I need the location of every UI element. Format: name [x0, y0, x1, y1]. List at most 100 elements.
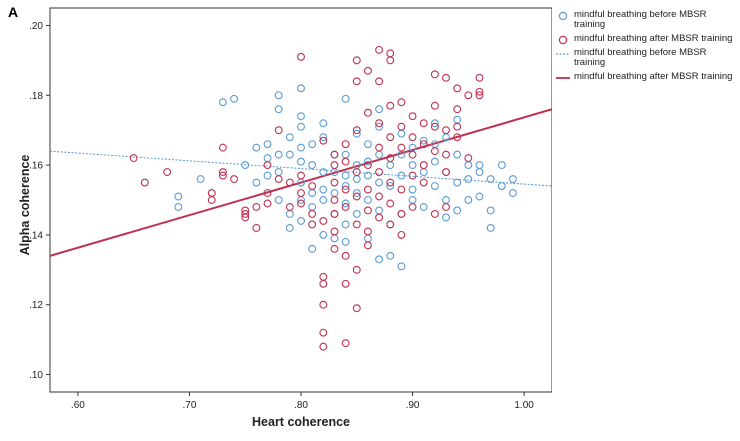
point-before	[285, 150, 294, 159]
point-before	[297, 143, 305, 152]
point-before	[230, 94, 239, 103]
point-after	[330, 150, 339, 159]
point-after	[308, 220, 317, 229]
point-after	[408, 171, 417, 180]
point-after	[241, 210, 250, 218]
point-before	[341, 199, 350, 208]
point-after	[375, 143, 384, 152]
legend-swatch-after-marker	[558, 35, 568, 45]
point-after	[330, 178, 339, 187]
legend-item-after-line: mindful breathing after MBSR training	[556, 72, 740, 82]
point-after	[408, 150, 417, 159]
point-before	[285, 223, 294, 232]
point-before	[330, 234, 339, 243]
point-before	[263, 171, 272, 180]
point-after	[352, 265, 361, 274]
point-after	[263, 161, 272, 170]
point-before	[352, 129, 361, 138]
point-before	[497, 182, 506, 190]
point-before	[341, 150, 350, 159]
point-after	[285, 203, 294, 211]
point-before	[352, 189, 361, 197]
point-after	[341, 339, 350, 348]
point-after	[475, 87, 484, 96]
point-before	[419, 168, 428, 177]
point-before	[308, 140, 317, 149]
legend-item-after-marker: mindful breathing after MBSR training	[556, 33, 740, 45]
point-after	[241, 213, 250, 222]
point-after	[386, 56, 395, 65]
point-before	[241, 161, 250, 170]
point-after	[375, 119, 384, 128]
point-after	[274, 126, 283, 135]
panel-label: A	[8, 4, 19, 20]
point-before	[363, 157, 372, 166]
legend-label-after-marker: mindful breathing after MBSR training	[574, 33, 733, 44]
point-after	[319, 272, 328, 281]
legend-swatch-after-line	[556, 77, 570, 79]
point-after	[163, 168, 172, 177]
point-after	[386, 178, 395, 187]
point-after	[308, 182, 317, 190]
point-before	[430, 157, 439, 166]
point-before	[486, 175, 495, 184]
point-before	[442, 213, 450, 222]
point-before	[308, 161, 317, 170]
y-tick-label: .20	[29, 21, 43, 32]
point-before	[453, 115, 462, 124]
point-before	[475, 161, 484, 170]
point-before	[363, 171, 372, 180]
point-after	[430, 210, 439, 218]
point-after	[475, 73, 484, 82]
point-before	[263, 154, 272, 163]
y-axis: .10 .12 .14 .16 .18 .20	[29, 21, 50, 381]
point-after	[297, 52, 305, 61]
fit-line-after	[49, 108, 552, 257]
point-before	[330, 189, 339, 197]
point-after	[430, 122, 439, 131]
point-before	[442, 196, 450, 204]
point-before	[430, 182, 439, 190]
y-tick-label: .12	[29, 300, 43, 311]
point-after	[352, 304, 361, 313]
point-after	[386, 101, 395, 110]
point-before	[375, 150, 384, 159]
point-after	[330, 210, 339, 218]
point-before	[386, 251, 395, 260]
point-after	[442, 126, 450, 135]
point-after	[330, 196, 339, 204]
point-before	[464, 196, 473, 204]
point-after	[363, 108, 372, 117]
point-after	[319, 328, 328, 337]
point-before	[375, 255, 384, 264]
point-after	[319, 342, 328, 351]
legend-label-after-line: mindful breathing after MBSR training	[574, 71, 733, 82]
point-before	[285, 133, 294, 142]
point-before	[319, 196, 328, 204]
x-tick-label: .80	[294, 400, 308, 411]
point-after	[341, 140, 350, 149]
point-before	[408, 196, 417, 204]
point-after	[430, 101, 439, 110]
y-axis-title: Alpha coherence	[18, 155, 32, 256]
point-before	[509, 175, 517, 184]
legend-swatch-before-marker	[558, 11, 568, 21]
point-before	[464, 161, 473, 170]
point-after	[363, 241, 372, 250]
scatter-chart: .60 .70 .80 .90 1.00 .10 .12 .14 .16 .18 .20 Hear…	[18, 7, 552, 429]
point-before	[308, 203, 317, 211]
point-before	[297, 84, 305, 93]
point-after	[453, 84, 462, 93]
point-before	[297, 112, 305, 121]
point-after	[408, 133, 417, 142]
point-after	[308, 210, 317, 218]
point-after	[453, 105, 462, 114]
point-after	[218, 143, 227, 152]
point-before	[196, 175, 205, 184]
point-after	[129, 154, 138, 163]
point-after	[453, 133, 462, 142]
point-before	[453, 206, 462, 215]
point-after	[419, 140, 428, 149]
point-before	[319, 168, 328, 177]
point-after	[352, 77, 361, 86]
